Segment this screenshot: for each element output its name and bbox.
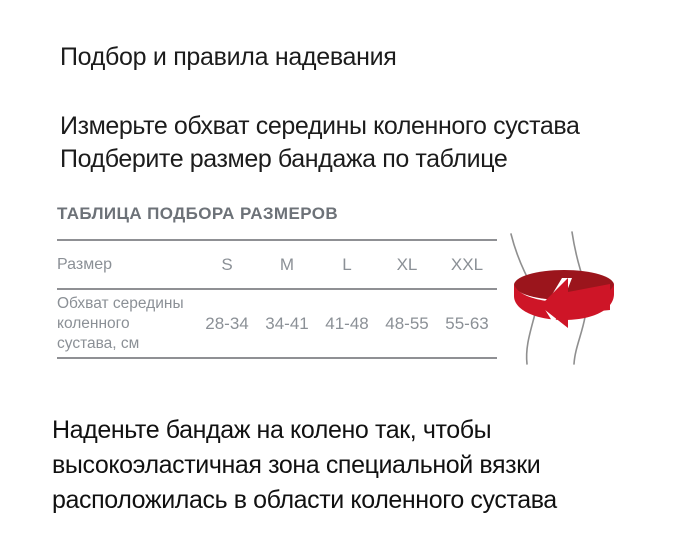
instructions-block: Измерьте обхват середины коленного суста… [60, 110, 580, 176]
measure-cell-xxl: 55-63 [445, 313, 489, 333]
size-table-measure-row: Обхват середины коленного сустава, см 28… [57, 290, 497, 357]
size-row-label: Размер [57, 255, 112, 273]
size-cell-m: M [279, 254, 295, 274]
measure-label-line: сустава, см [57, 334, 140, 352]
measure-cell-l: 41-48 [325, 313, 369, 333]
measure-cell-xl: 48-55 [385, 313, 429, 333]
knee-measuring-tape-illustration [510, 231, 614, 365]
footer-instruction: Наденьте бандаж на колено так, чтобы выс… [52, 413, 557, 518]
table-rule-bottom [57, 357, 497, 359]
size-cell-xl: XL [396, 254, 418, 274]
table-rule-middle [57, 288, 497, 290]
measure-cell-m: 34-41 [265, 313, 309, 333]
measure-cell-s: 28-34 [205, 313, 249, 333]
footer-line: Наденьте бандаж на колено так, чтобы [52, 416, 492, 444]
leg-line-lower-left [525, 309, 537, 365]
size-cell-l: L [342, 254, 352, 274]
footer-line: расположилась в области коленного сустав… [52, 486, 557, 514]
size-table-header-row: Размер S M L XL XXL [57, 241, 497, 288]
measure-label-line: коленного [57, 314, 130, 332]
page-title: Подбор и правила надевания [60, 43, 397, 71]
tape-arrow-icon [540, 278, 610, 328]
measure-label-line: Обхват середины [57, 294, 184, 312]
measure-row-label: Обхват середины коленного сустава, см [57, 294, 197, 354]
size-table: ТАБЛИЦА ПОДБОРА РАЗМЕРОВ Размер S M L XL… [57, 204, 497, 359]
instruction-line-select-size: Подберите размер бандажа по таблице [60, 145, 508, 173]
leg-line-lower-right [573, 316, 586, 365]
size-cell-s: S [221, 254, 233, 274]
size-cell-xxl: XXL [450, 254, 484, 274]
footer-line: высокоэластичная зона специальной вязки [52, 451, 541, 479]
instruction-line-measure: Измерьте обхват середины коленного суста… [60, 112, 580, 140]
size-table-title: ТАБЛИЦА ПОДБОРА РАЗМЕРОВ [57, 204, 339, 223]
table-rule-top [57, 239, 497, 241]
